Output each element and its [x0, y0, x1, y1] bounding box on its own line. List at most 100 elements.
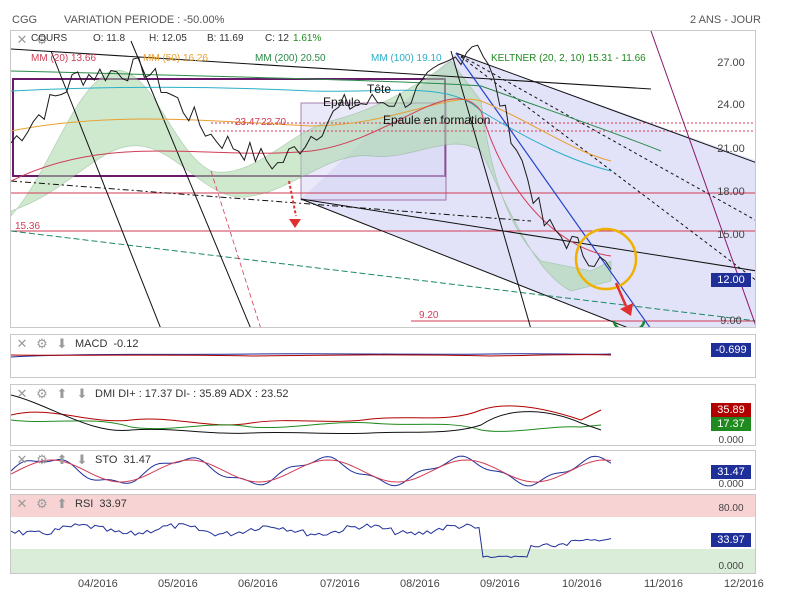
legend-cours: COURS: [31, 33, 68, 44]
close-icon[interactable]: ✕: [16, 386, 28, 401]
price-panel: Tête Epaule Epaule en formation 15.36 9.…: [10, 30, 756, 328]
price-toolbar: ✕ ⚙: [15, 33, 49, 47]
adx-line: [11, 394, 602, 435]
rsi-tag: 33.97: [711, 533, 751, 547]
rsi-chart: [11, 495, 755, 573]
arrow-down-icon[interactable]: ⬇: [76, 452, 88, 467]
fan-line-red: [210, 170, 261, 327]
xtick-04-2016: 04/2016: [78, 578, 118, 590]
macd-tag: -0.699: [711, 343, 751, 357]
dmi-toolbar: ✕ ⚙ ⬆ ⬇ DMI DI+ : 17.37 DI- : 35.89 ADX …: [15, 387, 289, 401]
sto-label: STO: [95, 454, 118, 466]
legend-mm50: MM (50) 16.26: [143, 53, 209, 64]
gear-icon[interactable]: ⚙: [36, 386, 48, 401]
trendline-upper: [455, 52, 755, 163]
mm20-line: [11, 98, 612, 257]
legend-mm20: MM (20) 13.66: [31, 53, 97, 64]
rsi-value: 33.97: [99, 498, 127, 510]
xtick-02-2017: 11/2016: [644, 578, 683, 590]
macd-chart: [11, 353, 612, 358]
red-arrow: [614, 282, 628, 307]
price-chart: Tête Epaule Epaule en formation 15.36 9.…: [11, 31, 755, 327]
dmi-zero: 0.000: [718, 435, 744, 446]
legend-mm200: MM (200) 20.50: [255, 53, 326, 64]
rsi-label: RSI: [75, 498, 94, 510]
ytick-18: 18.00: [717, 186, 745, 198]
close-icon[interactable]: ✕: [16, 496, 28, 511]
legend-keltner: KELTNER (20, 2, 10) 15.31 - 11.66: [491, 53, 646, 64]
ytick-21: 21.00: [717, 143, 745, 155]
close-icon[interactable]: ✕: [16, 452, 28, 467]
mm100-line: [11, 86, 612, 172]
symbol-label: CGG: [12, 14, 38, 26]
trendline-mid: [300, 198, 755, 272]
macd-label: MACD: [75, 338, 108, 350]
macd-line: [11, 353, 612, 358]
legend-c-pct: 1.61%: [293, 33, 322, 44]
tete-label: Tête: [367, 82, 391, 96]
macd-value: -0.12: [113, 338, 139, 350]
xtick-05-2016: 05/2016: [158, 578, 198, 590]
fan-line-3: [450, 50, 531, 327]
ytick-24: 24.00: [717, 99, 745, 111]
rsi-overbought-zone: [11, 495, 755, 517]
sto-toolbar: ✕ ⚙ ⬆ ⬇ STO 31.47: [15, 453, 151, 467]
close-icon[interactable]: ✕: [16, 336, 28, 351]
legend-o: O: 11.8: [93, 33, 126, 44]
rsi-line: [11, 523, 612, 559]
header: CGG VARIATION PERIODE : -50.00% 2 ANS - …: [0, 0, 809, 28]
xtick-08-2016: 07/2016: [320, 578, 360, 590]
xtick-10-2016: 08/2016: [400, 578, 440, 590]
trendline-dotted-2: [455, 52, 755, 281]
level-1536-label: 15.36: [15, 221, 40, 232]
level-2347-label: 23.47: [235, 117, 260, 128]
gear-icon[interactable]: ⚙: [36, 452, 48, 467]
arrow-up-icon[interactable]: ⬆: [56, 496, 68, 511]
rsi-toolbar: ✕ ⚙ ⬆ RSI 33.97: [15, 497, 127, 511]
price-series: [11, 44, 612, 270]
dmi-label: DMI DI+ : 17.37 DI- : 35.89 ADX : 23.52: [95, 388, 289, 400]
sto-value: 31.47: [123, 454, 151, 466]
dmi-minus-tag: 35.89: [711, 403, 751, 417]
rsi-oversold-zone: [11, 549, 755, 573]
xtick-12-2016: 10/2016: [562, 578, 602, 590]
sto-chart: [11, 455, 612, 487]
arrow-down-icon[interactable]: ⬇: [56, 336, 68, 351]
ytick-15: 15.00: [717, 229, 745, 241]
arrow-up-icon[interactable]: ⬆: [56, 452, 68, 467]
arrow-up-icon[interactable]: ⬆: [56, 386, 68, 401]
trendline-low: [300, 198, 628, 327]
long-support: [11, 230, 755, 322]
gear-icon[interactable]: ⚙: [36, 496, 48, 511]
epaule-label: Epaule: [323, 95, 361, 109]
variation-label: VARIATION PERIODE : -50.00%: [64, 14, 225, 26]
gear-icon[interactable]: ⚙: [36, 336, 48, 351]
legend-b: B: 11.69: [207, 33, 244, 44]
arrow-down-icon[interactable]: ⬇: [76, 386, 88, 401]
fan-line-2: [130, 40, 251, 327]
sto-d-line: [11, 459, 612, 483]
mm50-line: [11, 98, 612, 162]
gear-icon[interactable]: ⚙: [36, 32, 48, 47]
macd-panel: ✕ ⚙ ⬇ MACD -0.12 -0.699: [10, 334, 756, 378]
neckline: [11, 180, 532, 222]
dmi-minus-line: [11, 405, 602, 426]
ytick-9: 9.00: [720, 315, 742, 327]
dmi-panel: ✕ ⚙ ⬆ ⬇ DMI DI+ : 17.37 DI- : 35.89 ADX …: [10, 384, 756, 446]
keltner-band: [11, 60, 612, 292]
sto-panel: ✕ ⚙ ⬆ ⬇ STO 31.47 31.47 0.000: [10, 450, 756, 490]
close-icon[interactable]: ✕: [16, 32, 28, 47]
epaule-formation-label: Epaule en formation: [383, 113, 490, 127]
sto-tag: 31.47: [711, 465, 751, 479]
xtick-03-2017: 12/2016: [724, 578, 764, 590]
legend-c: C: 12: [265, 33, 289, 44]
dmi-plus-tag: 17.37: [711, 417, 751, 431]
current-price-tag: 12.00: [711, 273, 751, 287]
level-920-label: 9.20: [419, 310, 439, 321]
macd-signal: [11, 354, 612, 357]
mm200-line: [11, 70, 662, 152]
dmi-chart: [11, 394, 602, 435]
legend-h: H: 12.05: [149, 33, 187, 44]
xtick-07-2016: 06/2016: [238, 578, 278, 590]
red-arrow-dotted-head: [289, 219, 301, 228]
